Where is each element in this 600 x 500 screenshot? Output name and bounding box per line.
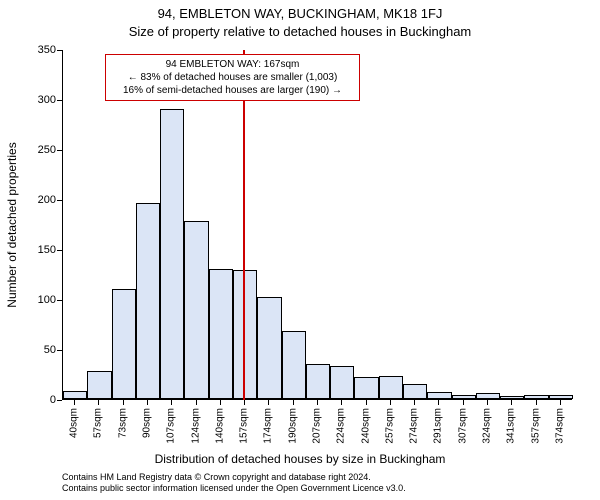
- x-tick: [293, 400, 294, 405]
- x-tick-label: 107sqm: [166, 408, 177, 444]
- x-axis-title: Distribution of detached houses by size …: [0, 452, 600, 466]
- y-tick-label: 0: [50, 394, 56, 406]
- x-tick: [536, 400, 537, 405]
- histogram-bar: [330, 366, 354, 399]
- x-tick: [74, 400, 75, 405]
- histogram-bar: [549, 395, 573, 399]
- y-tick: [57, 350, 62, 351]
- x-tick: [147, 400, 148, 405]
- footer-line-1: Contains HM Land Registry data © Crown c…: [62, 472, 406, 483]
- x-tick-label: 357sqm: [530, 408, 541, 444]
- x-tick-label: 157sqm: [239, 408, 250, 444]
- histogram-bar: [427, 392, 451, 399]
- histogram-bar: [209, 269, 233, 399]
- x-tick: [123, 400, 124, 405]
- y-tick: [57, 200, 62, 201]
- x-tick: [317, 400, 318, 405]
- x-tick-label: 291sqm: [433, 408, 444, 444]
- y-tick-label: 150: [38, 244, 56, 256]
- x-tick: [196, 400, 197, 405]
- x-tick: [244, 400, 245, 405]
- histogram-bar: [306, 364, 330, 399]
- y-tick-label: 250: [38, 144, 56, 156]
- x-tick-label: 274sqm: [409, 408, 420, 444]
- x-tick: [414, 400, 415, 405]
- x-tick-label: 90sqm: [142, 408, 153, 438]
- chart-plot-area: [62, 50, 572, 400]
- x-tick-label: 140sqm: [214, 408, 225, 444]
- y-tick-label: 50: [44, 344, 56, 356]
- y-tick-label: 300: [38, 94, 56, 106]
- x-tick-label: 40sqm: [69, 408, 80, 438]
- x-tick: [171, 400, 172, 405]
- x-tick-label: 307sqm: [457, 408, 468, 444]
- histogram-bar: [257, 297, 281, 399]
- x-tick: [560, 400, 561, 405]
- histogram-bar: [112, 289, 136, 399]
- x-tick-label: 224sqm: [336, 408, 347, 444]
- x-tick-label: 73sqm: [117, 408, 128, 438]
- x-tick-label: 324sqm: [482, 408, 493, 444]
- x-tick: [487, 400, 488, 405]
- y-tick-label: 100: [38, 294, 56, 306]
- histogram-bars: [63, 49, 573, 399]
- marker-line: [243, 50, 245, 400]
- x-tick: [438, 400, 439, 405]
- x-tick-label: 207sqm: [312, 408, 323, 444]
- histogram-bar: [403, 384, 427, 399]
- x-tick-label: 174sqm: [263, 408, 274, 444]
- footer-attribution: Contains HM Land Registry data © Crown c…: [62, 472, 406, 495]
- x-tick: [511, 400, 512, 405]
- y-tick: [57, 150, 62, 151]
- histogram-bar: [354, 377, 378, 399]
- histogram-bar: [500, 396, 524, 399]
- y-tick: [57, 400, 62, 401]
- histogram-bar: [476, 393, 500, 399]
- annotation-line-3: 16% of semi-detached houses are larger (…: [112, 84, 353, 97]
- chart-subtitle: Size of property relative to detached ho…: [0, 24, 600, 39]
- y-tick-label: 200: [38, 194, 56, 206]
- page-title: 94, EMBLETON WAY, BUCKINGHAM, MK18 1FJ: [0, 6, 600, 21]
- x-tick: [220, 400, 221, 405]
- x-tick-label: 124sqm: [190, 408, 201, 444]
- x-tick-label: 374sqm: [554, 408, 565, 444]
- x-tick: [390, 400, 391, 405]
- histogram-bar: [524, 395, 548, 399]
- histogram-bar: [184, 221, 208, 399]
- x-tick: [341, 400, 342, 405]
- x-tick: [268, 400, 269, 405]
- x-tick-label: 341sqm: [506, 408, 517, 444]
- x-tick: [463, 400, 464, 405]
- histogram-bar: [63, 391, 87, 399]
- histogram-bar: [379, 376, 403, 399]
- annotation-line-2: ← 83% of detached houses are smaller (1,…: [112, 71, 353, 84]
- x-tick-label: 240sqm: [360, 408, 371, 444]
- annotation-box: 94 EMBLETON WAY: 167sqm ← 83% of detache…: [105, 54, 360, 101]
- histogram-bar: [452, 395, 476, 399]
- histogram-bar: [282, 331, 306, 399]
- y-tick-label: 350: [38, 44, 56, 56]
- footer-line-2: Contains public sector information licen…: [62, 483, 406, 494]
- y-tick: [57, 100, 62, 101]
- histogram-bar: [136, 203, 160, 399]
- x-tick-label: 190sqm: [287, 408, 298, 444]
- x-tick: [98, 400, 99, 405]
- x-tick-label: 57sqm: [93, 408, 104, 438]
- x-tick: [366, 400, 367, 405]
- annotation-line-1: 94 EMBLETON WAY: 167sqm: [112, 58, 353, 71]
- histogram-bar: [87, 371, 111, 399]
- x-tick-label: 257sqm: [384, 408, 395, 444]
- y-tick: [57, 50, 62, 51]
- y-tick: [57, 250, 62, 251]
- histogram-bar: [160, 109, 184, 399]
- y-tick: [57, 300, 62, 301]
